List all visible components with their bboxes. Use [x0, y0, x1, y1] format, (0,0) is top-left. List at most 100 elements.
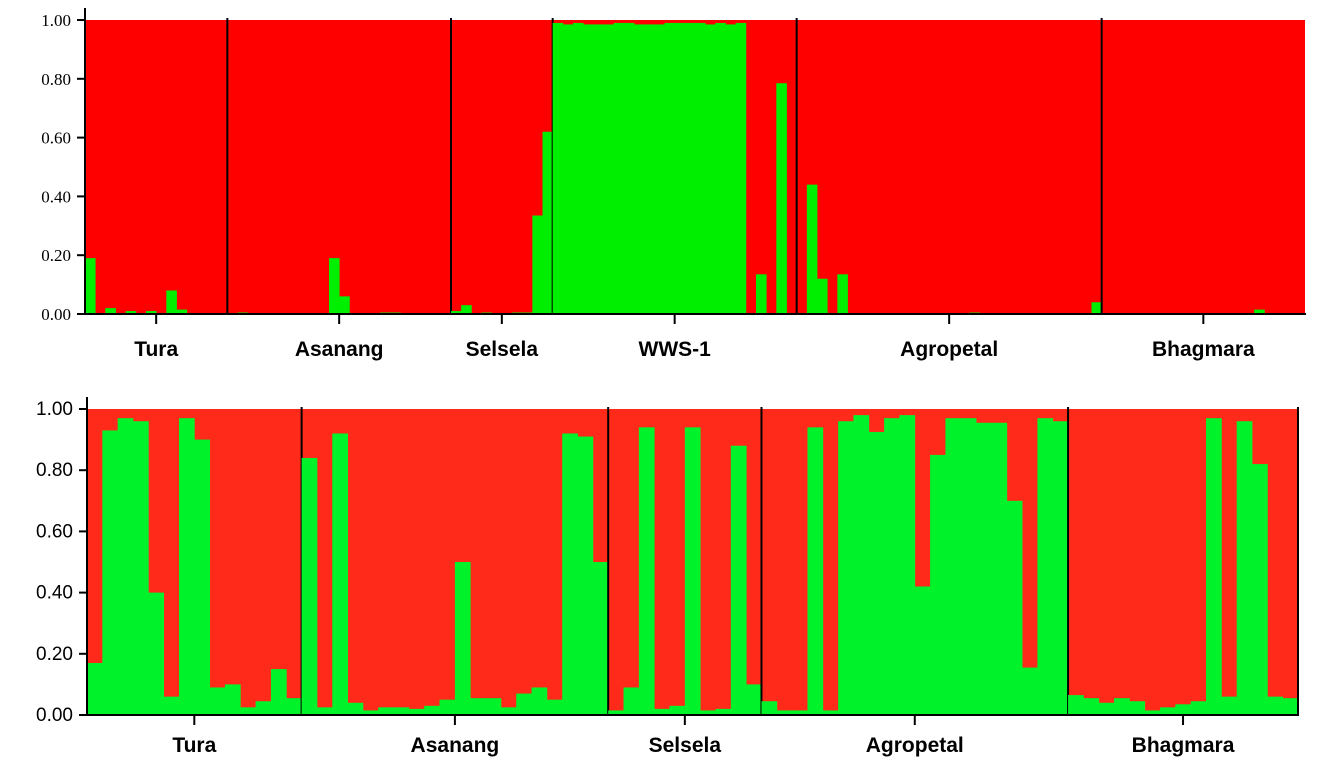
bar-agropetal-17 — [1006, 500, 1023, 715]
bar-asanang-20 — [592, 562, 609, 715]
bar-wws-1-5 — [593, 24, 604, 314]
ytick-label-1-00: 1.00 — [36, 399, 73, 420]
bar-wws-1-4 — [583, 24, 594, 314]
ytick-label-0-60: 0.60 — [41, 129, 71, 148]
bar-asanang-17 — [546, 699, 563, 715]
bar-bhagmara-5 — [1129, 701, 1146, 715]
bar-selsela-8 — [715, 708, 732, 715]
bar-bhagmara-6 — [1144, 710, 1161, 715]
bar-selsela-3 — [638, 427, 655, 715]
bar-agropetal-8 — [868, 431, 885, 715]
bar-wws-1-6 — [603, 24, 615, 314]
bar-agropetal-19 — [1037, 418, 1054, 715]
bar-wws-1-10 — [644, 24, 655, 314]
population-label-selsela: Selsela — [649, 734, 722, 757]
bar-selsela-10 — [542, 131, 554, 314]
bar-agropetal-10 — [899, 415, 916, 715]
bar-asanang-6 — [378, 707, 394, 715]
bar-asanang-3 — [332, 433, 348, 715]
bar-wws-1-21 — [756, 274, 767, 314]
bar-bhagmara-15 — [1282, 698, 1299, 715]
bar-bhagmara-8 — [1175, 704, 1192, 715]
bar-agropetal-11 — [914, 586, 931, 715]
bar-selsela-2 — [461, 305, 472, 314]
population-label-asanang: Asanang — [295, 338, 384, 361]
bar-tura-9 — [209, 687, 226, 715]
bar-bhagmara-3 — [1098, 702, 1115, 715]
bar-agropetal-2 — [776, 710, 793, 715]
bar-tura-7 — [146, 311, 157, 314]
population-label-agropetal: Agropetal — [866, 734, 964, 757]
bar-selsela-6 — [684, 427, 701, 715]
ytick-label-0-80: 0.80 — [36, 460, 73, 481]
ytick-label-0-40: 0.40 — [41, 187, 71, 206]
ytick-label-0-20: 0.20 — [41, 246, 71, 265]
bar-agropetal-1 — [761, 701, 778, 715]
bar-selsela-9 — [532, 215, 543, 314]
bar-bhagmara-9 — [1190, 701, 1207, 715]
population-label-tura: Tura — [172, 734, 216, 757]
bar-tura-6 — [163, 696, 180, 715]
bar-wws-1-17 — [715, 22, 726, 314]
bar-bhagmara-11 — [1221, 696, 1238, 715]
bar-asanang-11 — [454, 562, 471, 715]
bar-asanang-5 — [362, 710, 379, 715]
bar-asanang-11 — [329, 258, 340, 314]
population-label-selsela: Selsela — [466, 338, 539, 361]
bar-asanang-18 — [562, 433, 578, 715]
bar-agropetal-5 — [822, 710, 839, 715]
bar-bhagmara-12 — [1236, 421, 1253, 715]
bar-agropetal-15 — [976, 422, 992, 715]
population-label-tura: Tura — [134, 338, 178, 361]
bar-asanang-8 — [408, 708, 425, 715]
ytick-label-0-20: 0.20 — [36, 644, 73, 665]
bar-tura-1 — [87, 662, 103, 715]
bar-agropetal-30 — [1091, 302, 1103, 314]
population-label-wws-1: WWS-1 — [639, 338, 712, 361]
population-label-asanang: Asanang — [411, 734, 500, 757]
bar-asanang-1 — [301, 457, 318, 715]
bar-agropetal-9 — [884, 418, 900, 715]
bar-wws-1-7 — [613, 22, 625, 314]
bar-asanang-13 — [485, 698, 502, 715]
ytick-label-1-00: 1.00 — [41, 11, 71, 30]
bar-tura-5 — [148, 592, 165, 715]
bar-tura-5 — [125, 311, 137, 314]
bottom-structure-panel: Tura Asanang Selsela Agropetal Bhagmara 0.00 0… — [36, 397, 1299, 757]
bar-asanang-15 — [516, 693, 532, 715]
ytick-label-0-60: 0.60 — [36, 521, 73, 542]
bar-tura-12 — [255, 701, 272, 715]
bar-bhagmara-2 — [1083, 698, 1100, 715]
bar-agropetal-18 — [1022, 667, 1038, 715]
bar-wws-1-9 — [634, 24, 645, 314]
bar-asanang-7 — [393, 707, 410, 715]
bar-agropetal-20 — [1052, 421, 1069, 715]
bar-tura-3 — [117, 418, 134, 715]
bar-wws-1-2 — [562, 24, 574, 314]
bar-tura-3 — [105, 308, 116, 314]
bar-wws-1-3 — [573, 22, 584, 314]
bar-wws-1-15 — [695, 22, 706, 314]
bar-tura-2 — [102, 430, 119, 715]
bar-tura-13 — [270, 669, 287, 715]
bar-wws-1-8 — [623, 22, 635, 314]
bar-tura-4 — [132, 421, 149, 715]
bar-wws-1-16 — [705, 24, 716, 314]
bar-tura-11 — [240, 707, 257, 715]
ytick-label-0-40: 0.40 — [36, 583, 73, 604]
bar-asanang-12 — [470, 698, 486, 715]
bar-agropetal-5 — [837, 274, 848, 314]
ytick-label-0-00: 0.00 — [36, 705, 73, 726]
bar-selsela-1 — [608, 710, 624, 715]
bar-selsela-1 — [451, 311, 462, 314]
bar-asanang-12 — [339, 296, 350, 314]
bar-bhagmara-10 — [1206, 418, 1222, 715]
bar-bhagmara-16 — [1254, 309, 1265, 314]
bar-agropetal-6 — [838, 421, 854, 715]
bar-agropetal-3 — [817, 278, 828, 314]
bar-bhagmara-1 — [1068, 695, 1084, 715]
bar-selsela-7 — [700, 710, 716, 715]
bar-asanang-19 — [577, 436, 594, 715]
bar-agropetal-16 — [991, 422, 1008, 715]
